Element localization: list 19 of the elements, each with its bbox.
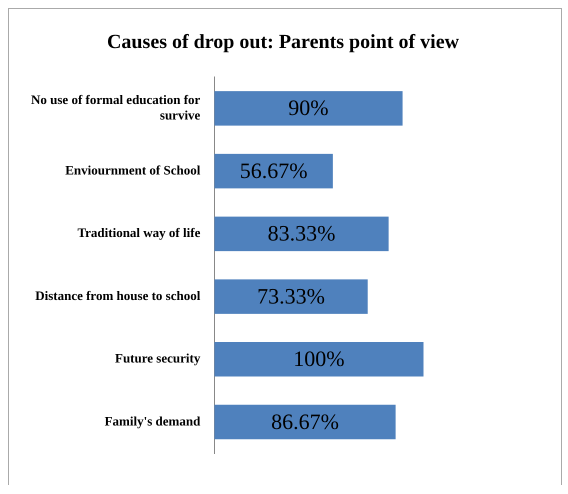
data-label: 90% [288, 95, 329, 120]
y-tick-label: Family's demand [104, 413, 202, 428]
y-tick-label: Distance from house to school [35, 288, 201, 303]
data-label: 83.33% [268, 220, 336, 246]
bar [214, 404, 396, 440]
bar [214, 154, 333, 188]
y-tick-label: Future security [115, 350, 201, 366]
chart-title: Causes of drop out: Parents point of view [106, 31, 460, 54]
bar [214, 216, 389, 252]
bar [214, 279, 368, 314]
y-tick-label: Traditional way of life [77, 225, 201, 240]
data-label: 86.67% [271, 408, 339, 434]
bar [214, 342, 424, 377]
data-label: 73.33% [257, 283, 325, 308]
y-tick-label: No use of formal education for survive [30, 92, 201, 123]
bar [214, 91, 403, 126]
data-label: 56.67% [240, 158, 308, 183]
data-label: 100% [293, 346, 345, 372]
y-tick-label: Enviournment of School [65, 162, 201, 178]
